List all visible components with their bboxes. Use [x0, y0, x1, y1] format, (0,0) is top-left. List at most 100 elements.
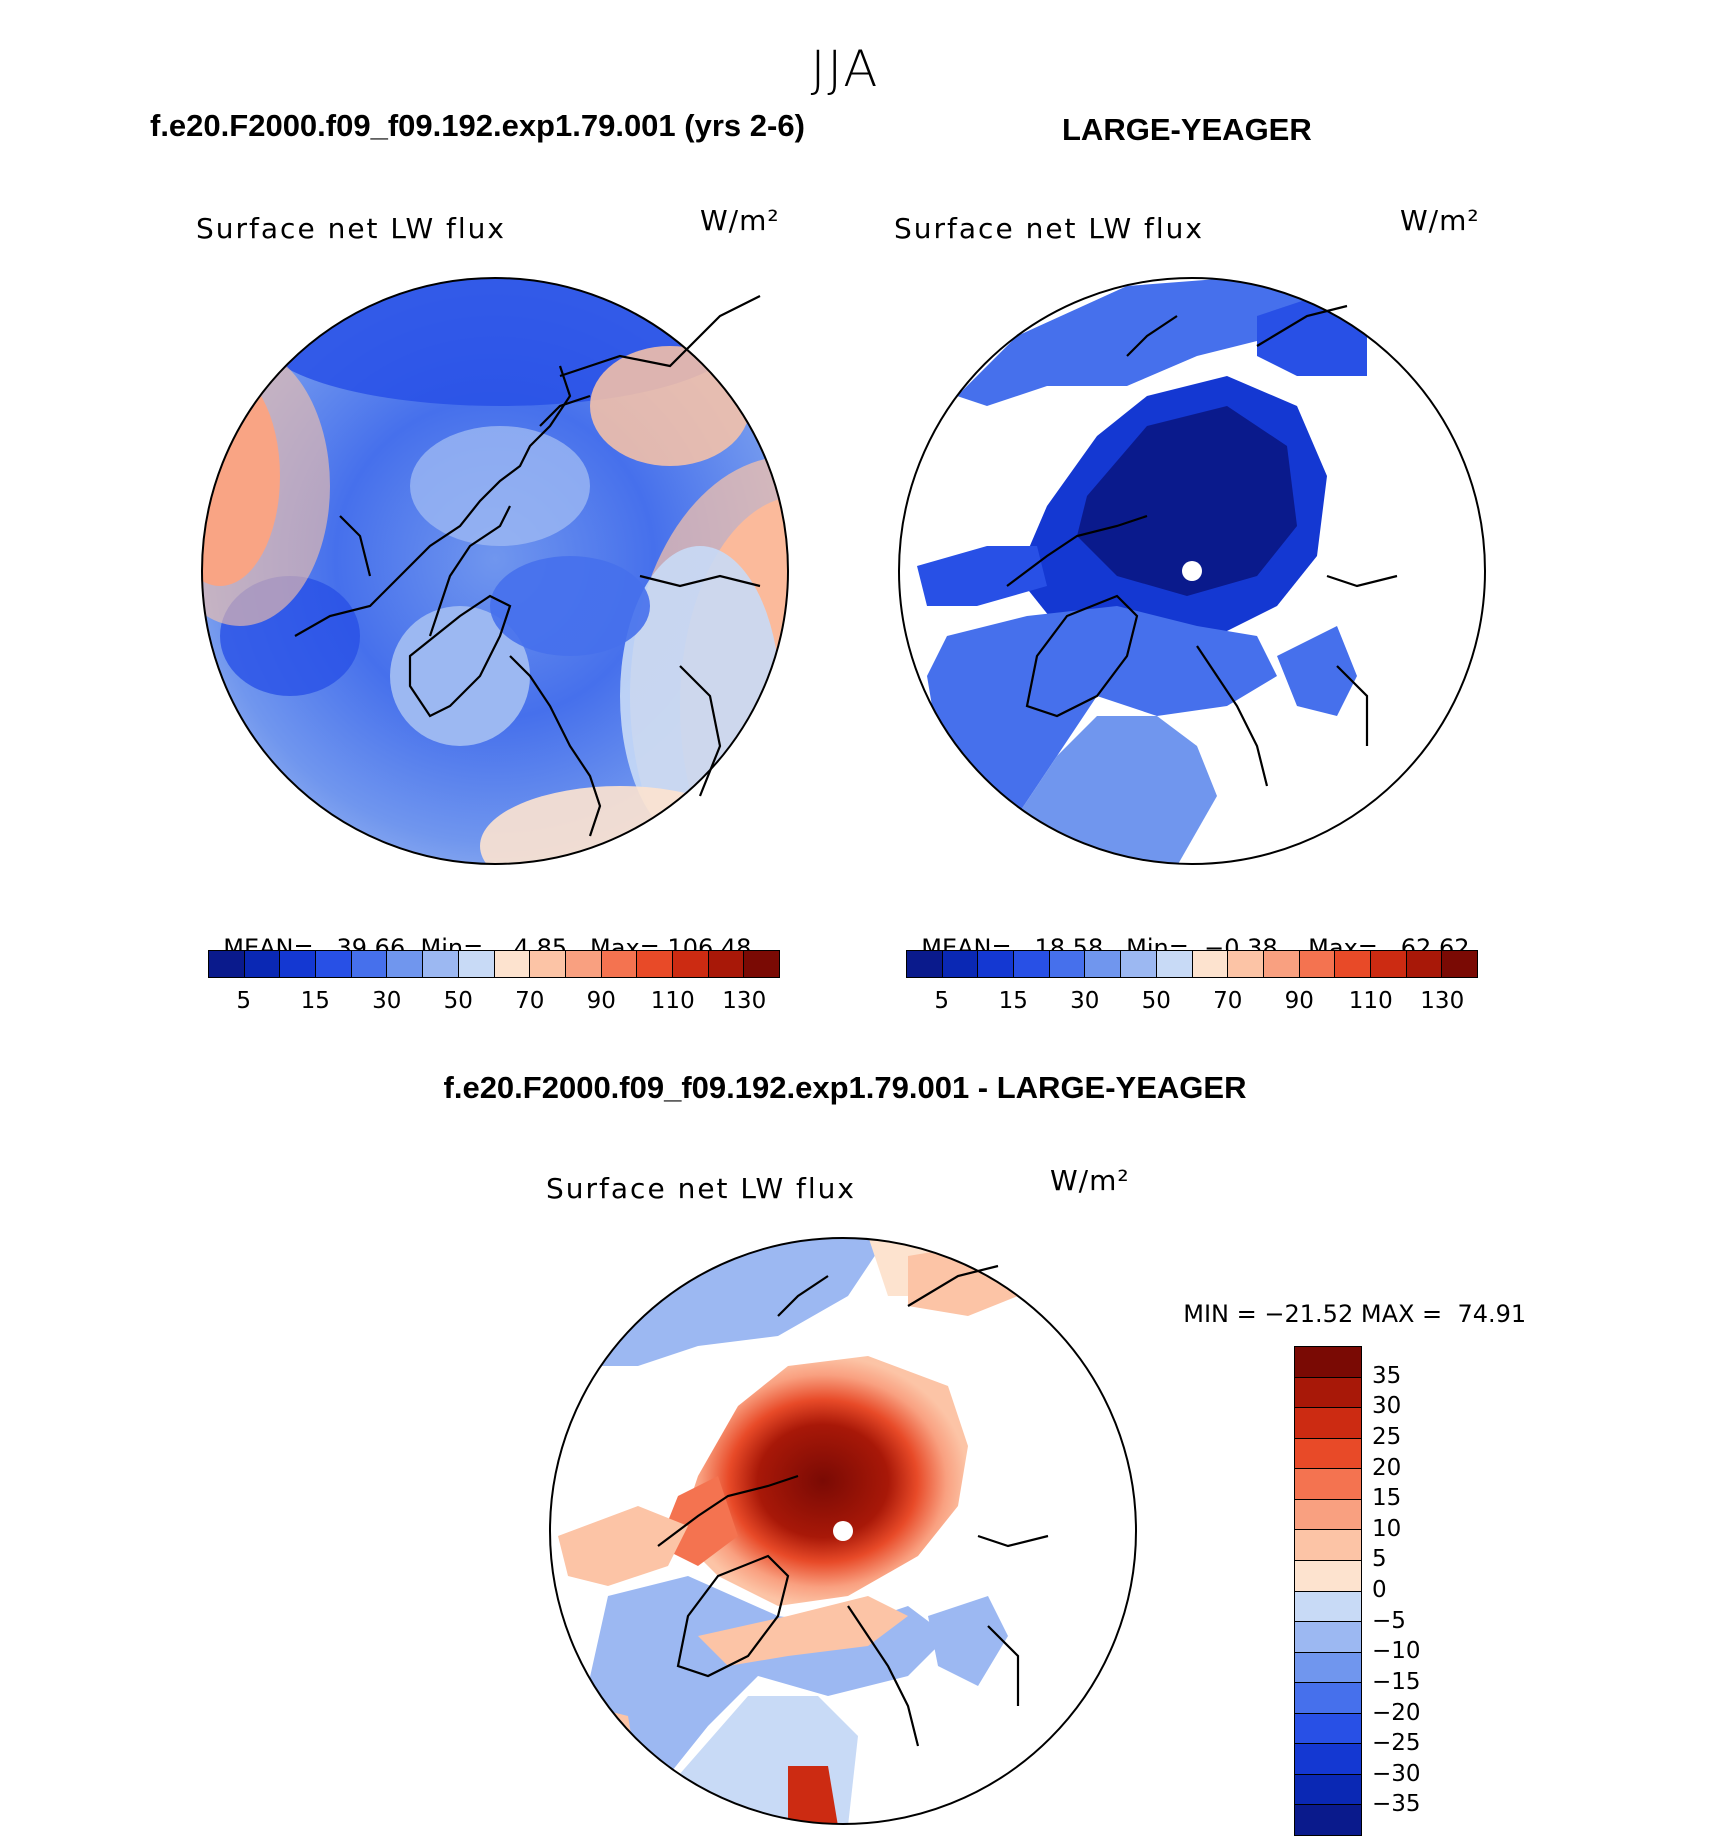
difference-colorbar-swatch [1295, 1683, 1361, 1714]
panel1-colorbar [208, 950, 780, 978]
panel1-colorbar-swatch [672, 951, 709, 977]
panel2-colorbar-tick-label: 15 [998, 988, 1028, 1014]
panel2-polar-map [898, 277, 1486, 865]
difference-colorbar-swatch [1295, 1347, 1361, 1378]
panel2-colorbar-swatch [1049, 951, 1086, 977]
difference-colorbar-swatch [1295, 1438, 1361, 1470]
panel2-colorbar-tick-label: 30 [1070, 988, 1100, 1014]
panel2-colorbar-tick-label: 90 [1284, 988, 1314, 1014]
panel2-colorbar-swatch [907, 951, 943, 977]
panel1-colorbar-swatch [637, 951, 673, 977]
panel2-colorbar-swatch [1121, 951, 1157, 977]
panel1-colorbar-swatch [708, 951, 745, 977]
panel2-colorbar-swatch [1263, 951, 1300, 977]
panel1-colorbar-tick-label: 5 [236, 988, 252, 1014]
difference-units-label: W/m² [1050, 1164, 1130, 1197]
difference-title: f.e20.F2000.f09_f09.192.exp1.79.001 - LA… [443, 1070, 1247, 1105]
panel1-colorbar-swatch [351, 951, 388, 977]
difference-colorbar-tick-label: −25 [1372, 1730, 1421, 1757]
panel2-colorbar-ticks: 5 15 30 50 70 90 110 130 [906, 988, 1478, 1018]
difference-colorbar-ticks: 35 30 25 20 15 10 5 0 −5 −10 −15 −20 −25 −30 −35 [1372, 1346, 1452, 1836]
panel1-variable-label: Surface net LW flux [196, 212, 506, 245]
difference-colorbar-swatch [1295, 1469, 1361, 1500]
panel1-colorbar-tick-label: 50 [443, 988, 473, 1014]
difference-max-label: MAX = [1360, 1300, 1443, 1328]
panel1-colorbar-ticks: 5 15 30 50 70 90 110 130 [208, 988, 780, 1018]
difference-colorbar-swatch [1295, 1652, 1361, 1684]
difference-stats: MIN = −21.52 MAX = 74.91 [1168, 1272, 1526, 1328]
difference-colorbar-tick-label: 0 [1372, 1577, 1387, 1603]
difference-colorbar-tick-label: −30 [1372, 1760, 1421, 1787]
panel2-colorbar-swatch [1192, 951, 1229, 977]
panel1-colorbar-swatch [565, 951, 602, 977]
difference-colorbar-tick-label: 10 [1372, 1515, 1402, 1542]
panel2-colorbar-tick-label: 110 [1348, 988, 1393, 1014]
panel1-colorbar-tick-label: 30 [372, 988, 402, 1014]
season-title: JJA [810, 40, 880, 98]
panel2-colorbar-tick-label: 70 [1213, 988, 1243, 1014]
panel2-colorbar-swatch [1406, 951, 1443, 977]
panel2-colorbar-swatch [1156, 951, 1193, 977]
panel2-colorbar-swatch [942, 951, 979, 977]
difference-polar-map [549, 1237, 1137, 1825]
panel1-colorbar-tick-label: 15 [300, 988, 330, 1014]
difference-colorbar-swatch [1295, 1774, 1361, 1806]
panel1-colorbar-tick-label: 110 [650, 988, 695, 1014]
panel2-colorbar-tick-label: 5 [934, 988, 950, 1014]
panel1-colorbar-tick-label: 90 [586, 988, 616, 1014]
difference-colorbar-tick-label: 15 [1372, 1485, 1402, 1512]
difference-colorbar-tick-label: 25 [1372, 1423, 1402, 1450]
panel1-colorbar-swatch [494, 951, 531, 977]
panel1-colorbar-swatch [423, 951, 459, 977]
difference-colorbar-tick-label: −15 [1372, 1668, 1421, 1695]
difference-colorbar-swatch [1295, 1744, 1361, 1775]
difference-colorbar-swatch [1295, 1377, 1361, 1409]
panel1-case-title: f.e20.F2000.f09_f09.192.exp1.79.001 (yrs… [150, 108, 805, 143]
difference-colorbar-tick-label: −20 [1372, 1699, 1421, 1726]
difference-colorbar-swatch [1295, 1560, 1361, 1592]
panel2-colorbar [906, 950, 1478, 978]
panel1-colorbar-swatch [387, 951, 424, 977]
panel2-colorbar-swatch [1299, 951, 1336, 977]
difference-colorbar-swatch [1295, 1530, 1361, 1561]
difference-colorbar [1294, 1346, 1362, 1836]
panel1-colorbar-swatch [209, 951, 245, 977]
difference-colorbar-tick-label: 20 [1372, 1454, 1402, 1481]
panel1-colorbar-swatch [280, 951, 317, 977]
panel2-colorbar-swatch [1370, 951, 1407, 977]
panel2-colorbar-tick-label: 130 [1420, 988, 1465, 1014]
difference-colorbar-tick-label: 30 [1372, 1393, 1402, 1420]
difference-min-label: MIN = [1183, 1300, 1257, 1328]
panel1-polar-map [201, 277, 789, 865]
difference-colorbar-swatch [1295, 1713, 1361, 1745]
panel2-variable-label: Surface net LW flux [894, 212, 1204, 245]
difference-variable-label: Surface net LW flux [546, 1172, 856, 1205]
panel1-colorbar-swatch [744, 951, 779, 977]
panel1-colorbar-swatch [530, 951, 566, 977]
panel2-colorbar-swatch [1335, 951, 1371, 977]
difference-colorbar-swatch [1295, 1408, 1361, 1439]
panel2-colorbar-swatch [1228, 951, 1264, 977]
panel1-colorbar-swatch [244, 951, 281, 977]
panel2-colorbar-swatch [1085, 951, 1122, 977]
panel1-colorbar-swatch [458, 951, 495, 977]
difference-colorbar-tick-label: −10 [1372, 1638, 1421, 1665]
panel1-colorbar-swatch [316, 951, 352, 977]
difference-max-value: 74.91 [1457, 1300, 1527, 1328]
panel1-colorbar-tick-label: 70 [515, 988, 545, 1014]
difference-colorbar-swatch [1295, 1591, 1361, 1623]
difference-colorbar-tick-label: −35 [1372, 1791, 1421, 1818]
panel2-colorbar-swatch [978, 951, 1015, 977]
difference-colorbar-swatch [1295, 1499, 1361, 1531]
difference-colorbar-tick-label: −5 [1372, 1607, 1406, 1634]
difference-colorbar-swatch [1295, 1622, 1361, 1653]
difference-colorbar-swatch [1295, 1805, 1361, 1835]
panel1-units-label: W/m² [700, 204, 780, 237]
panel2-colorbar-swatch [1442, 951, 1477, 977]
panel1-colorbar-swatch [601, 951, 638, 977]
panel2-case-title: LARGE-YEAGER [1062, 112, 1312, 147]
panel2-units-label: W/m² [1400, 204, 1480, 237]
difference-colorbar-tick-label: 35 [1372, 1362, 1402, 1389]
difference-colorbar-tick-label: 5 [1372, 1546, 1387, 1573]
difference-min-value: −21.52 [1264, 1300, 1354, 1328]
